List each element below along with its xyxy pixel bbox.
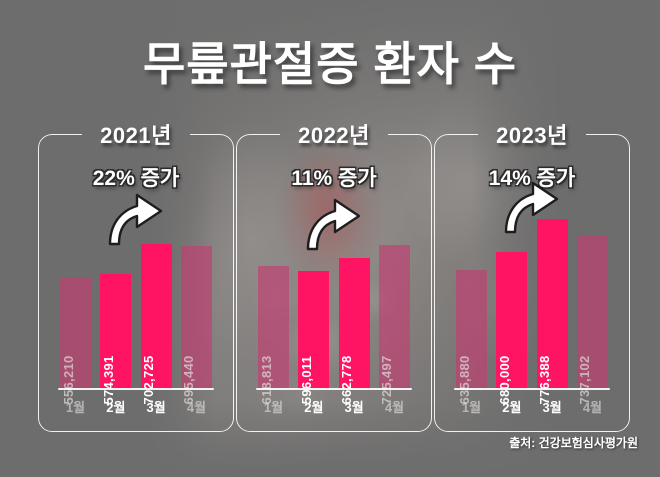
month-labels: 1월 2월 3월 4월: [60, 396, 212, 416]
bar-jan: 556,210: [60, 277, 91, 405]
axis-baseline: [58, 388, 214, 390]
bar-feb: 680,000: [496, 252, 528, 405]
bar-group: 556,210 574,391 702,725 695,440: [60, 210, 212, 405]
panel-year-label: 2023년: [496, 123, 568, 148]
bar-jan: 618,813: [258, 266, 289, 405]
bar-slot: 725,497: [378, 210, 410, 405]
month-label-mar: 3월: [542, 399, 562, 415]
month-labels: 1월 2월 3월 4월: [258, 396, 410, 416]
bar-slot: 574,391: [100, 210, 132, 405]
bar-apr: 695,440: [180, 245, 212, 405]
panel-growth-label: 11% 증가: [291, 167, 377, 190]
panel-year-label: 2022년: [298, 123, 370, 148]
panel-year-label: 2021년: [100, 123, 172, 148]
bar-slot: 635,880: [456, 210, 487, 405]
axis-baseline: [454, 388, 610, 390]
bar-apr: 737,102: [576, 235, 608, 405]
bar-slot: 702,725: [140, 210, 172, 405]
bar-slot: 737,102: [576, 210, 608, 405]
month-label-mar: 3월: [344, 399, 364, 415]
month-label-jan: 1월: [461, 399, 482, 415]
plot-area: 618,813 596,011 662,778 725,497: [258, 210, 410, 405]
month-label-apr: 4월: [582, 399, 603, 415]
axis-baseline: [256, 388, 412, 390]
month-label-mar: 3월: [146, 399, 166, 415]
bar-group: 635,880 680,000 776,388 737,102: [456, 210, 608, 405]
year-panel-2021: 2021년 22% 증가 556,210 574,391 702,725: [38, 123, 234, 432]
bar-feb: 574,391: [100, 273, 132, 405]
bar-slot: 680,000: [496, 210, 528, 405]
bar-mar: 702,725: [140, 243, 172, 405]
month-label-feb: 2월: [106, 399, 126, 415]
bar-slot: 662,778: [338, 210, 370, 405]
year-panel-2022: 2022년 11% 증가 618,813 596,011 662,778: [236, 123, 432, 432]
panel-frame: [434, 134, 630, 432]
year-panel-2023: 2023년 14% 증가 635,880 680,000 776,388: [434, 123, 630, 432]
bar-mar: 662,778: [338, 257, 370, 405]
month-label-apr: 4월: [384, 399, 405, 415]
month-labels: 1월 2월 3월 4월: [456, 396, 608, 416]
month-label-feb: 2월: [502, 399, 522, 415]
bar-mar: 776,388: [536, 219, 568, 405]
plot-area: 556,210 574,391 702,725 695,440: [60, 210, 212, 405]
bar-jan: 635,880: [456, 269, 487, 405]
month-label-apr: 4월: [186, 399, 207, 415]
source-attribution: 출처: 건강보험심사평가원: [509, 436, 638, 450]
panel-growth-label: 22% 증가: [92, 167, 180, 190]
bar-slot: 776,388: [536, 210, 568, 405]
panel-growth-label: 14% 증가: [488, 167, 576, 190]
bar-group: 618,813 596,011 662,778 725,497: [258, 210, 410, 405]
plot-area: 635,880 680,000 776,388 737,102: [456, 210, 608, 405]
month-label-jan: 1월: [65, 399, 86, 415]
page-title: 무릎관절증 환자 수: [142, 38, 518, 90]
panel-frame: [38, 134, 234, 432]
bar-slot: 695,440: [180, 210, 212, 405]
month-label-jan: 1월: [263, 399, 284, 415]
bar-slot: 618,813: [258, 210, 289, 405]
bar-apr: 725,497: [378, 245, 410, 405]
bar-slot: 596,011: [298, 210, 330, 404]
panel-frame: [236, 134, 432, 432]
bar-slot: 556,210: [60, 210, 91, 405]
month-label-feb: 2월: [304, 399, 324, 415]
bar-feb: 596,011: [298, 270, 330, 404]
